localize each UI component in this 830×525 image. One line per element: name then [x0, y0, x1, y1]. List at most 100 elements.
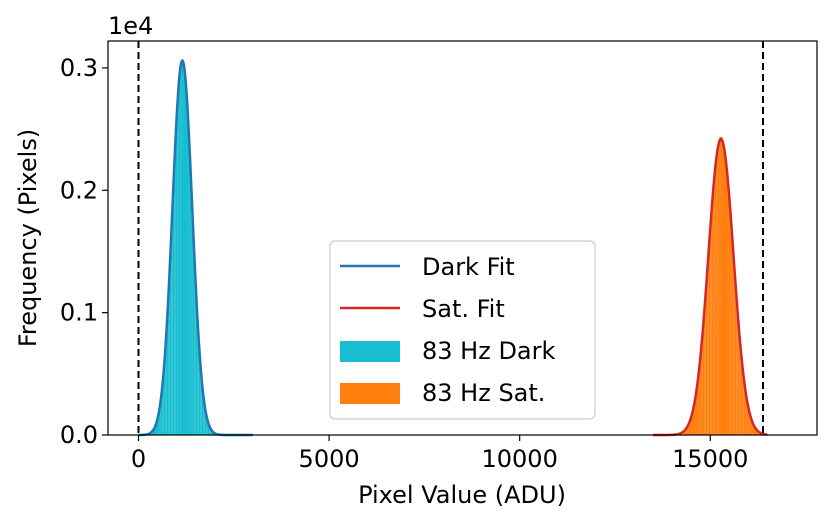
- dark-hist-bar: [159, 406, 161, 435]
- sat-hist-bar: [730, 216, 732, 435]
- x-axis-ticks: 0 5000 10000 15000: [131, 435, 748, 473]
- sat-hist-bar: [688, 421, 691, 435]
- sat-hist-bar: [739, 340, 741, 435]
- sat-hist-bar: [748, 410, 750, 435]
- dark-hist-bar: [197, 327, 199, 435]
- y-tick-label: 0.2: [60, 176, 98, 204]
- dark-hist-bar: [156, 421, 158, 435]
- sat-hist-bar: [736, 302, 738, 435]
- dark-hist-bar: [183, 67, 185, 436]
- plot-frame: [107, 40, 818, 436]
- sat-hist-bar: [734, 281, 737, 435]
- sat-hist-bar: [722, 141, 724, 435]
- sat-hist-bar: [746, 403, 749, 435]
- sat-hist-bar: [728, 195, 731, 435]
- sat-hist-bar: [696, 383, 699, 435]
- sat-hist-bar: [701, 340, 703, 435]
- sat-hist-bar: [684, 429, 686, 435]
- sat-hist-bar: [757, 431, 760, 435]
- dark-hist-bar: [207, 423, 210, 435]
- dark-hist-bar: [204, 411, 207, 435]
- sat-hist-bar: [717, 141, 720, 435]
- sat-hist-bar: [710, 216, 712, 435]
- dark-hist-bar: [198, 351, 201, 435]
- dark-hist-bar: [189, 164, 192, 436]
- dark-hist-bar: [201, 388, 204, 435]
- dark-hist-bar: [203, 401, 205, 435]
- dark-hist-bar: [177, 92, 179, 435]
- dark-hist-bar: [200, 371, 202, 435]
- legend-label-sat-hist: 83 Hz Sat.: [422, 379, 545, 407]
- dark-hist-bar: [175, 117, 178, 435]
- sat-hist-bar: [698, 371, 700, 435]
- sat-hist-bar: [699, 356, 702, 435]
- dark-hist-bar: [166, 313, 169, 435]
- sat-hist-bar: [716, 149, 718, 436]
- dark-hist-bar: [160, 395, 163, 435]
- legend-label-dark-fit: Dark Fit: [422, 253, 515, 281]
- sat-hist-bar: [723, 149, 726, 436]
- dark-hist-bar: [206, 418, 208, 435]
- legend-swatch-dark-hist: [340, 341, 400, 362]
- dark-hist-bar: [195, 298, 198, 435]
- sat-hist-bar: [742, 371, 744, 435]
- x-tick-label: 15000: [672, 445, 748, 473]
- y-axis-ticks: 0.0 0.1 0.2 0.3: [60, 54, 108, 449]
- sat-hist-bar: [687, 424, 689, 435]
- x-tick-label: 5000: [299, 445, 360, 473]
- sat-hist-bar: [751, 421, 753, 435]
- legend-label-sat-fit: Sat. Fit: [422, 295, 505, 323]
- dark-hist-bar: [180, 63, 182, 435]
- dark-hist-bar: [186, 104, 189, 435]
- y-tick-label: 0.3: [60, 54, 98, 82]
- sat-hist-bar: [733, 259, 735, 435]
- sat-hist-bar: [731, 237, 734, 435]
- y-axis-label: Frequency (Pixels): [14, 129, 42, 347]
- legend: Dark Fit Sat. Fit 83 Hz Dark 83 Hz Sat.: [329, 240, 596, 420]
- sat-hist-bar: [682, 431, 685, 435]
- sat-histogram-bars: [679, 136, 766, 436]
- dark-hist-bar: [152, 429, 155, 435]
- sat-hist-bar: [704, 302, 706, 435]
- dark-hist-bar: [151, 431, 153, 435]
- sat-hist-bar: [725, 162, 728, 435]
- sat-hist-bar: [745, 394, 747, 435]
- sat-hist-bar: [743, 383, 746, 435]
- sat-hist-bar: [749, 416, 752, 435]
- x-tick-label: 0: [131, 445, 146, 473]
- dark-hist-bar: [209, 427, 211, 435]
- y-tick-label: 0.1: [60, 299, 98, 327]
- sat-hist-bar: [714, 162, 717, 435]
- sat-hist-bar: [713, 177, 715, 436]
- dark-hist-bar: [188, 132, 190, 435]
- dark-hist-bar: [192, 233, 195, 435]
- dark-hist-bar: [162, 380, 164, 435]
- legend-box: [329, 240, 596, 420]
- dark-hist-bar: [178, 73, 181, 435]
- dark-hist-bar: [194, 267, 196, 435]
- dark-hist-bar: [157, 415, 160, 435]
- dark-hist-bar: [184, 82, 187, 435]
- sat-hist-bar: [737, 321, 740, 435]
- sat-hist-bar: [708, 237, 711, 435]
- dark-hist-bar: [174, 148, 176, 435]
- sat-hist-bar: [727, 177, 729, 436]
- dark-hist-bar: [181, 60, 184, 435]
- sat-hist-bar: [691, 410, 694, 435]
- y-tick-label: 0.0: [60, 421, 98, 449]
- sat-hist-bar: [693, 403, 696, 435]
- dark-hist-bar: [172, 181, 175, 435]
- dark-hist-bar: [210, 430, 213, 435]
- sat-hist-bar: [690, 416, 692, 435]
- sat-hist-bar: [705, 281, 708, 435]
- dark-hist-bar: [171, 216, 173, 435]
- dark-hist-bar: [163, 361, 166, 435]
- sat-hist-bar: [702, 321, 705, 435]
- dark-hist-bar: [169, 251, 172, 435]
- dark-hist-bar: [168, 283, 170, 435]
- sat-hist-bar: [707, 259, 709, 435]
- legend-label-dark-hist: 83 Hz Dark: [422, 337, 555, 365]
- dark-hist-bar: [165, 339, 167, 435]
- y-offset-label: 1e4: [108, 12, 153, 40]
